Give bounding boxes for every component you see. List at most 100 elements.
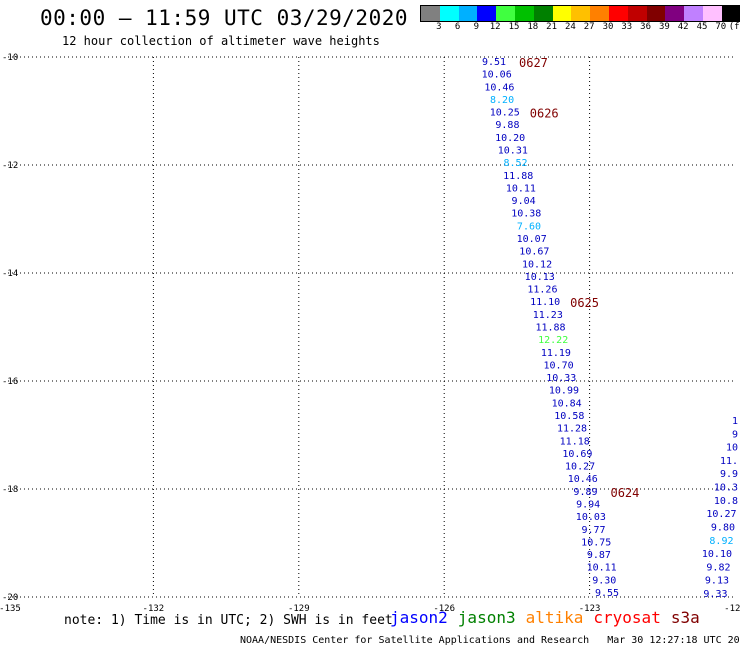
wave-height-value: 11.: [720, 456, 738, 467]
colorbar-tick: 27: [583, 22, 595, 32]
colorbar-swatch: [496, 6, 515, 21]
wave-height-value: 10.27: [565, 462, 595, 473]
colorbar-tick: 30: [602, 22, 614, 32]
legend-s3a: s3a: [670, 608, 700, 627]
legend-jason3: jason3: [457, 608, 516, 627]
colorbar-tick: 18: [527, 22, 539, 32]
latitude-label: -16: [2, 377, 18, 387]
latitude-label: -12: [2, 161, 18, 171]
wave-height-value: 11.88: [503, 171, 533, 182]
wave-height-value: 10.03: [576, 512, 606, 523]
wave-height-value: 11.88: [535, 323, 565, 334]
wave-height-value: 10.13: [525, 272, 555, 283]
wave-height-value: 8.20: [490, 95, 514, 106]
colorbar-tick: 45: [696, 22, 708, 32]
wave-height-value: 9.80: [711, 522, 735, 533]
colorbar-swatch: [514, 6, 534, 21]
wave-height-value: 9: [732, 429, 738, 440]
colorbar-swatch: [421, 6, 440, 21]
satellite-legend: jason2 jason3 altika cryosat s3a: [390, 608, 710, 627]
longitude-label: -129: [288, 604, 310, 614]
longitude-label: -132: [143, 604, 165, 614]
colorbar-tick: 21: [546, 22, 558, 32]
wave-height-value: 11.19: [541, 348, 571, 359]
latitude-label: -18: [2, 485, 18, 495]
wave-height-value: 9.51: [482, 57, 506, 68]
longitude-label: -120: [724, 604, 740, 614]
colorbar-tick: (ft): [728, 22, 740, 32]
wave-height-value: 10.99: [549, 386, 579, 397]
pass-time-label: 0627: [519, 56, 548, 70]
wave-height-value: 10.46: [568, 474, 598, 485]
wave-height-value: 12.22: [538, 335, 568, 346]
latitude-label: -20: [2, 593, 18, 603]
wave-height-value: 10.20: [495, 133, 525, 144]
wave-height-value: 10.38: [511, 209, 541, 220]
wave-height-value: 10.70: [544, 360, 574, 371]
colorbar-swatch: [590, 6, 609, 21]
wave-height-value: 9.04: [512, 196, 536, 207]
generated-timestamp: Mar 30 12:27:18 UTC 2020: [607, 635, 740, 646]
wave-height-value: 10: [726, 443, 738, 454]
wave-height-value: 10.3: [714, 483, 738, 494]
colorbar-tick: 3: [436, 22, 442, 32]
wave-height-value: 10.27: [706, 509, 736, 520]
colorbar-tick: 42: [677, 22, 689, 32]
colorbar-tick: 6: [454, 22, 461, 32]
wave-height-value: 11.28: [557, 424, 587, 435]
latitude-label: -14: [2, 269, 18, 279]
wave-height-value: 8.52: [503, 158, 527, 169]
colorbar-swatch: [627, 6, 647, 21]
wave-height-value: 1: [732, 416, 738, 427]
footer: NOAA/NESDIS Center for Satellite Applica…: [240, 635, 740, 646]
colorbar-tick: 33: [621, 22, 633, 32]
colorbar-tick: 24: [564, 22, 576, 32]
wave-height-value: 11.18: [560, 436, 590, 447]
wave-height-value: 10.31: [498, 146, 528, 157]
wave-height-value: 10.46: [484, 82, 514, 93]
wave-height-value: 9.33: [703, 589, 727, 600]
wave-height-value: 10.75: [581, 537, 611, 548]
credit-text: NOAA/NESDIS Center for Satellite Applica…: [240, 635, 590, 646]
wave-height-value: 9.13: [705, 576, 729, 587]
wave-height-value: 10.69: [562, 449, 592, 460]
pass-time-label: 0626: [530, 107, 559, 121]
wave-height-value: 10.10: [702, 549, 732, 560]
wave-height-value: 10.11: [587, 563, 617, 574]
wave-height-colorbar: [420, 5, 740, 22]
wave-height-value: 11.10: [530, 297, 560, 308]
wave-height-value: 10.25: [490, 108, 520, 119]
colorbar-swatch: [702, 6, 722, 21]
colorbar-swatch: [721, 6, 740, 21]
wave-height-value: 10.07: [517, 234, 547, 245]
colorbar-tick: 39: [658, 22, 670, 32]
colorbar-swatch: [608, 6, 628, 21]
colorbar-swatch: [552, 6, 572, 21]
wave-height-value: 9.87: [587, 550, 611, 561]
wave-height-value: 10.33: [546, 373, 576, 384]
map-subtitle: 12 hour collection of altimeter wave hei…: [62, 34, 380, 48]
wave-height-value: 9.89: [573, 487, 597, 498]
colorbar-swatch: [477, 6, 497, 21]
wave-height-value: 11.26: [527, 285, 557, 296]
colorbar-tick: 36: [640, 22, 652, 32]
colorbar-tick: 12: [489, 22, 501, 32]
colorbar-swatch: [665, 6, 685, 21]
wave-height-value: 10.06: [482, 70, 512, 81]
colorbar-swatch: [571, 6, 591, 21]
colorbar-tick: 9: [473, 22, 480, 32]
wave-height-value: 10.12: [522, 259, 552, 270]
colorbar-tick: 70: [715, 22, 727, 32]
wave-height-value: 10.8: [714, 496, 738, 507]
legend-altika: altika: [525, 608, 584, 627]
colorbar-swatch: [684, 6, 703, 21]
legend-cryosat: cryosat: [593, 608, 661, 627]
wave-height-value: 9.30: [592, 575, 616, 586]
units-note: note: 1) Time is in UTC; 2) SWH is in fe…: [64, 613, 393, 628]
map-title: 00:00 – 11:59 UTC 03/29/2020: [40, 6, 409, 30]
wave-height-value: 11.23: [533, 310, 563, 321]
pass-time-label: 0624: [610, 486, 639, 500]
wave-height-value: 9.55: [595, 588, 619, 599]
